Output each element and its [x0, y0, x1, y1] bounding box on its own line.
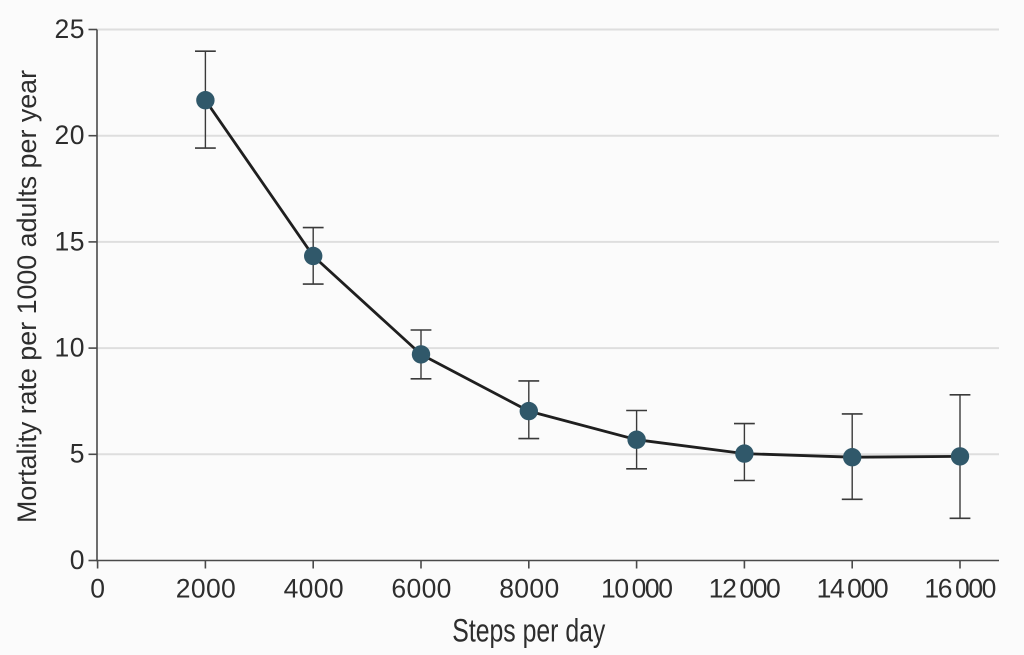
svg-text:25: 25 [55, 14, 85, 44]
svg-text:5: 5 [70, 439, 85, 469]
svg-text:8000: 8000 [499, 574, 559, 604]
svg-text:Steps per day: Steps per day [452, 613, 605, 649]
svg-text:Mortality rate per 1000 adults: Mortality rate per 1000 adults per year [12, 70, 42, 523]
svg-text:15: 15 [55, 226, 85, 256]
svg-text:10: 10 [55, 333, 85, 363]
svg-text:0: 0 [90, 574, 105, 604]
svg-text:2000: 2000 [176, 574, 236, 604]
svg-text:0: 0 [70, 545, 85, 575]
svg-text:4000: 4000 [284, 574, 344, 604]
svg-text:12 000: 12 000 [709, 574, 781, 604]
svg-text:14 000: 14 000 [817, 574, 889, 604]
svg-text:20: 20 [55, 120, 85, 150]
svg-text:16 000: 16 000 [924, 574, 996, 604]
svg-text:10 000: 10 000 [601, 574, 673, 604]
svg-text:6000: 6000 [391, 574, 451, 604]
